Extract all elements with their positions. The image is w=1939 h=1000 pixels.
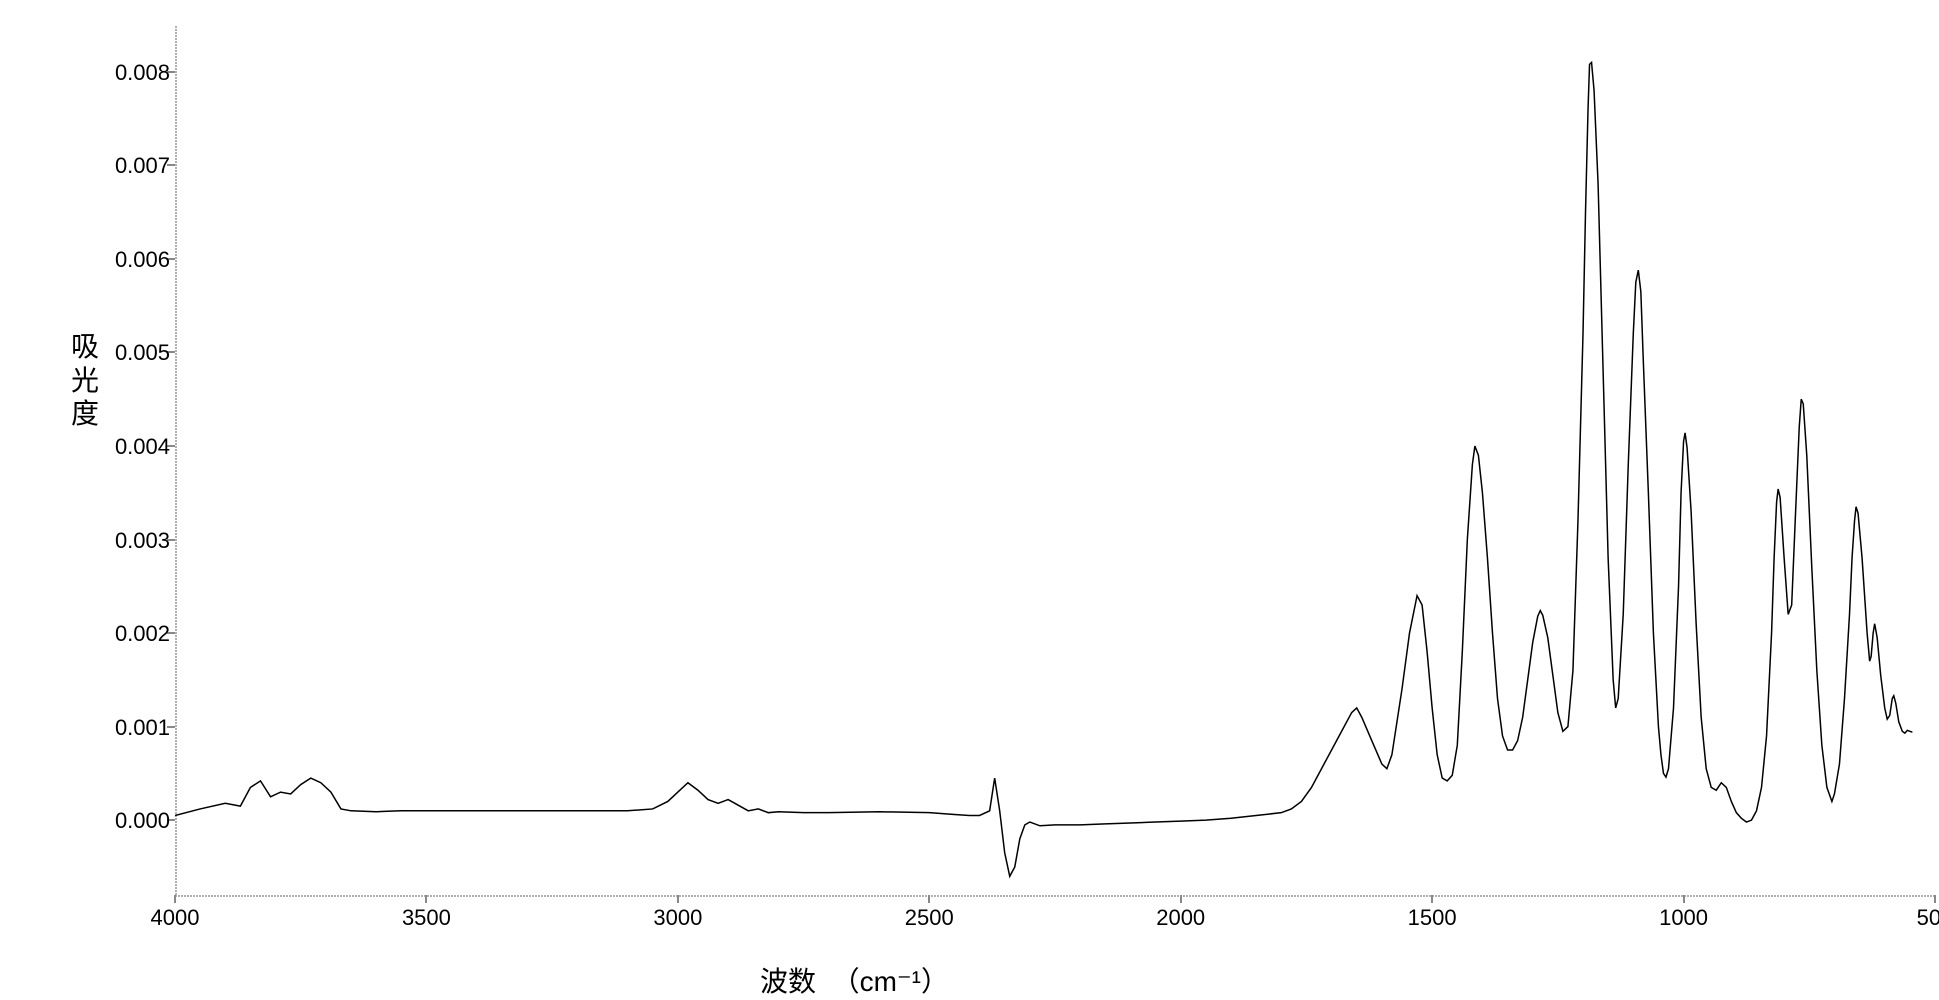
x-tick [677, 895, 679, 903]
x-tick [174, 895, 176, 903]
x-tick [1180, 895, 1182, 903]
x-tick-label: 1000 [1644, 905, 1724, 931]
y-tick-label: 0.000 [100, 808, 170, 834]
x-axis-line [175, 895, 1935, 897]
x-tick [425, 895, 427, 903]
spectrum-line [175, 25, 1935, 895]
y-axis-label: 吸光度 [70, 330, 100, 431]
x-tick-label: 2000 [1141, 905, 1221, 931]
y-tick-label: 0.002 [100, 621, 170, 647]
y-tick-label: 0.007 [100, 153, 170, 179]
x-tick-label: 500 [1895, 905, 1939, 931]
x-tick-label: 3500 [386, 905, 466, 931]
y-tick-label: 0.001 [100, 715, 170, 741]
y-tick-label: 0.004 [100, 434, 170, 460]
plot-area: 0.0000.0010.0020.0030.0040.0050.0060.007… [175, 25, 1935, 895]
x-axis-label: 波数 （cm⁻¹） [760, 960, 949, 1000]
x-tick-label: 4000 [135, 905, 215, 931]
x-tick-label: 3000 [638, 905, 718, 931]
x-tick-label: 2500 [889, 905, 969, 931]
x-tick-label: 1500 [1392, 905, 1472, 931]
x-tick [1683, 895, 1685, 903]
x-tick [1431, 895, 1433, 903]
y-tick-label: 0.005 [100, 340, 170, 366]
y-tick-label: 0.003 [100, 528, 170, 554]
y-tick-label: 0.006 [100, 247, 170, 273]
x-tick [928, 895, 930, 903]
x-tick [1934, 895, 1936, 903]
ir-spectrum-chart: 吸光度 0.000 0.001 0.002 0.003 0.004 0.005 0.006 0… [60, 20, 1920, 940]
y-tick-label: 0.008 [100, 60, 170, 86]
